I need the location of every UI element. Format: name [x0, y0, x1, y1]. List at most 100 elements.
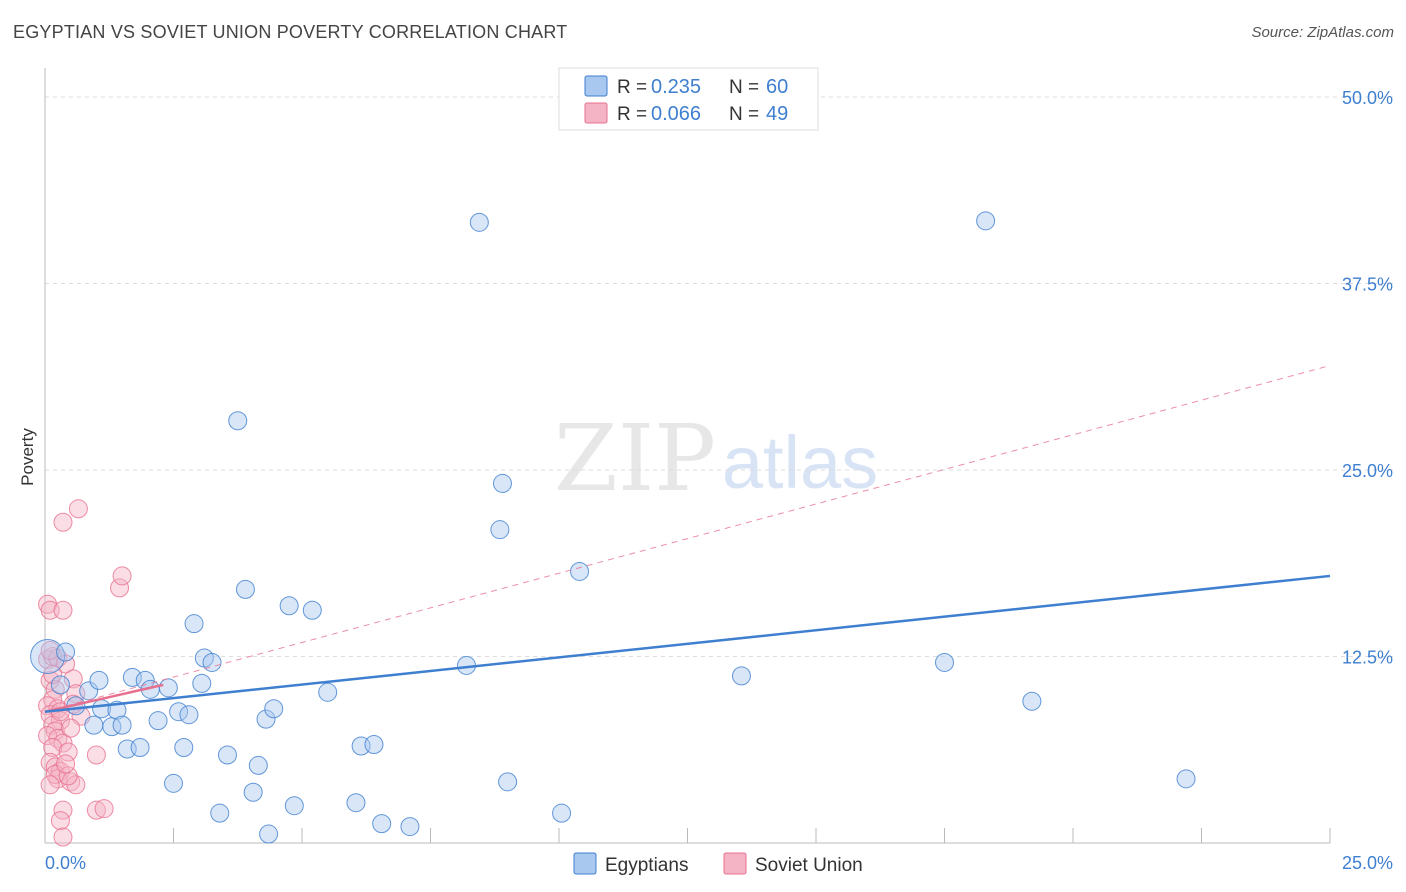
bottom-legend-swatch-soviet-union: [723, 852, 747, 875]
soviet-union-point: [63, 669, 83, 689]
soviet-union-point: [53, 733, 73, 753]
egyptians-point: [84, 715, 104, 735]
egyptians-point: [50, 675, 70, 695]
egyptians-point: [400, 817, 420, 837]
egyptians-point: [552, 803, 572, 823]
egyptians-point: [210, 803, 230, 823]
egyptians-point: [490, 520, 510, 540]
egyptians-point: [174, 738, 194, 758]
soviet-union-point: [53, 827, 73, 847]
legend-r-value-0: 0.235: [651, 76, 701, 98]
soviet-union-point: [50, 811, 70, 831]
legend-n-label-1: N =: [729, 104, 759, 125]
soviet-union-point: [68, 499, 88, 519]
tick-layer: 12.5% 25.0% 37.5% 50.0%: [44, 88, 1393, 843]
egyptians-point: [184, 614, 204, 634]
points-egyptians: [30, 211, 1196, 844]
soviet-union-point: [58, 742, 78, 762]
soviet-union-point: [86, 800, 106, 820]
bottom-legend-label-soviet-union: Soviet Union: [755, 855, 863, 876]
egyptians-point: [259, 824, 279, 844]
egyptians-point: [56, 642, 76, 662]
soviet-union-point: [56, 754, 76, 774]
legend-r-label-1: R =: [617, 104, 647, 125]
bottom-legend: Egyptians Soviet Union: [573, 852, 863, 876]
egyptians-point: [228, 411, 248, 431]
egyptians-point: [976, 211, 996, 231]
egyptians-point: [158, 678, 178, 698]
chart-source: Source: ZipAtlas.com: [1251, 24, 1394, 41]
trend-layer: [44, 365, 1331, 713]
egyptians-point: [469, 212, 489, 232]
egyptians-point: [202, 652, 222, 672]
x-tick-label-max: 25.0%: [1342, 853, 1393, 873]
egyptians-point: [164, 773, 183, 793]
egyptians-point: [284, 796, 304, 816]
egyptians-point: [731, 666, 751, 686]
points-soviet-union: [38, 499, 132, 847]
y-tick-label: 25.0%: [1342, 461, 1393, 481]
egyptians-point: [148, 711, 168, 731]
egyptians-point: [243, 782, 263, 802]
y-axis-title: Poverty: [18, 428, 37, 486]
soviet-union-trend-dashed: [44, 365, 1331, 713]
legend-n-value-1: 49: [766, 103, 788, 125]
egyptians-point: [256, 709, 276, 729]
egyptians-point: [112, 715, 132, 735]
soviet-union-point: [43, 738, 63, 758]
egyptians-point: [279, 596, 299, 616]
egyptians-point: [89, 670, 109, 690]
egyptians-point: [1176, 769, 1196, 789]
watermark-atlas: atlas: [722, 421, 878, 504]
egyptians-point: [130, 738, 150, 758]
chart-title: EGYPTIAN VS SOVIET UNION POVERTY CORRELA…: [13, 22, 568, 42]
legend-swatch-soviet-union: [584, 102, 608, 124]
egyptians-point: [318, 682, 338, 702]
egyptians-point: [364, 735, 384, 755]
soviet-union-point: [40, 641, 60, 661]
egyptians-point: [302, 600, 322, 620]
egyptians-trend-line: [44, 574, 1331, 713]
x-tick-label-min: 0.0%: [45, 853, 86, 873]
soviet-union-point: [94, 799, 114, 819]
legend-swatch-egyptians: [584, 75, 608, 97]
egyptians-point: [248, 755, 268, 775]
watermark-zip: ZIP: [554, 405, 716, 512]
bottom-legend-swatch-egyptians: [573, 852, 597, 875]
egyptians-point: [492, 473, 512, 493]
egyptians-point: [30, 639, 66, 674]
egyptians-point: [346, 793, 366, 813]
egyptians-point: [498, 772, 518, 792]
grid-layer: [45, 96, 1393, 657]
soviet-union-point: [61, 718, 81, 738]
y-tick-label: 12.5%: [1342, 648, 1393, 668]
soviet-union-point: [110, 578, 130, 598]
y-tick-label: 50.0%: [1342, 88, 1393, 108]
legend-n-value-0: 60: [766, 76, 788, 98]
soviet-union-point: [112, 566, 132, 586]
egyptians-point: [1022, 691, 1042, 711]
egyptians-point: [935, 652, 954, 672]
egyptians-point: [192, 673, 212, 693]
egyptians-point: [235, 579, 255, 599]
egyptians-point: [217, 745, 237, 765]
legend-n-label-0: N =: [729, 77, 759, 98]
egyptians-point: [570, 561, 590, 581]
y-tick-label: 37.5%: [1342, 275, 1393, 295]
soviet-union-trend-line: [44, 683, 164, 713]
soviet-union-point: [53, 512, 73, 532]
egyptians-point: [372, 814, 392, 834]
legend-r-value-1: 0.066: [651, 103, 701, 125]
egyptians-point: [179, 705, 199, 725]
soviet-union-point: [40, 775, 60, 795]
legend: R = 0.235 N = 60 R = 0.066 N = 49: [558, 67, 819, 131]
soviet-union-point: [58, 766, 78, 786]
soviet-union-point: [86, 745, 106, 765]
soviet-union-point: [43, 664, 63, 684]
soviet-union-point: [53, 600, 73, 620]
legend-r-label-0: R =: [617, 77, 647, 98]
egyptians-point: [264, 699, 284, 719]
bottom-legend-label-egyptians: Egyptians: [605, 855, 688, 876]
egyptians-point: [122, 667, 142, 687]
